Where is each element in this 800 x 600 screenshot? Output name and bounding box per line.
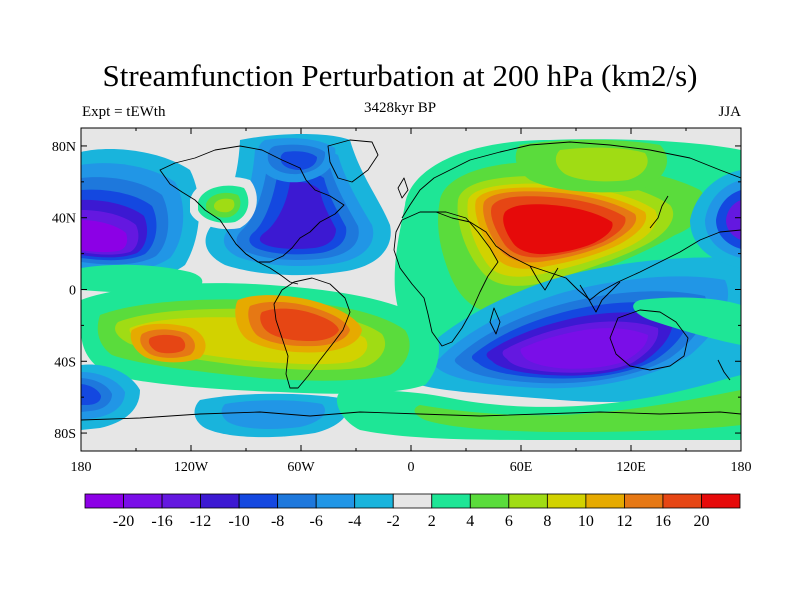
colorbar-swatch (701, 493, 741, 509)
colorbar-swatch (200, 493, 240, 509)
coast-africa (393, 211, 499, 347)
colorbar: -20 -16 -12 -10 -8 -6 -4 -2 2 4 6 8 10 12 16 20 (84, 493, 741, 530)
coast-india (529, 265, 559, 291)
coast-greenland (327, 139, 379, 183)
coast-australia (609, 309, 689, 371)
colorbar-label: -10 (228, 513, 249, 530)
x-tick-label: 60E (510, 460, 533, 475)
coast-madagascar (489, 307, 501, 335)
coast-southeast-asia (579, 281, 621, 313)
axis-labels: 180 120W 60W 0 60E 120E 180 80N 40N 0 40S 80S (52, 140, 752, 475)
colorbar-label: -12 (190, 513, 211, 530)
southern-ocean-band-inner (414, 390, 741, 432)
colorbar-swatch (469, 493, 510, 509)
southern-lows-contours (81, 364, 347, 438)
period-label: 3428kyr BP (363, 100, 437, 116)
colorbar-label: -16 (151, 513, 172, 530)
y-tick-label: 80N (52, 140, 76, 155)
colorbar-swatch (662, 493, 702, 509)
x-tick-label: 120E (616, 460, 646, 475)
y-tick-label: 0 (69, 284, 76, 299)
y-tick-label: 80S (54, 427, 76, 442)
colorbar-label: 16 (655, 513, 671, 530)
coast-antarctica (81, 411, 741, 421)
colorbar-swatch (84, 493, 124, 509)
colorbar-swatch (354, 493, 394, 509)
x-tick-label: 180 (731, 460, 752, 475)
colorbar-label: -4 (348, 513, 361, 530)
coast-eurasia (401, 141, 741, 301)
colorbar-swatch (123, 493, 163, 509)
axis-ticks (80, 128, 742, 451)
colorbar-swatch (277, 493, 317, 509)
coastlines (81, 139, 741, 421)
y-tick-label: 40N (52, 212, 76, 227)
colorbar-label: -6 (310, 513, 323, 530)
colorbar-label: 4 (466, 513, 474, 530)
experiment-label: Expt = tEWth (82, 104, 166, 120)
north-pacific-low-contours (81, 149, 200, 282)
coast-north-america (159, 145, 345, 263)
colorbar-swatch (161, 493, 201, 509)
colorbar-swatch (315, 493, 356, 509)
colorbar-swatch (624, 493, 664, 509)
colorbar-label: 12 (616, 513, 632, 530)
colorbar-label: 6 (505, 513, 513, 530)
colorbar-swatch (392, 493, 433, 509)
colorbar-swatch (546, 493, 587, 509)
colorbar-swatch (431, 493, 471, 509)
colorbar-swatch (238, 493, 279, 509)
colorbar-label: -20 (113, 513, 134, 530)
coast-central-america (245, 253, 299, 285)
chart-title: Streamfunction Perturbation at 200 hPa (… (102, 58, 698, 93)
x-tick-label: 120W (174, 460, 209, 475)
colorbar-label: 2 (428, 513, 436, 530)
colorbar-label: 8 (543, 513, 551, 530)
x-tick-label: 60W (287, 460, 315, 475)
x-tick-label: 180 (71, 460, 92, 475)
x-tick-label: 0 (408, 460, 415, 475)
colorbar-label: -8 (271, 513, 284, 530)
siberia-high-contours (515, 139, 668, 193)
colorbar-label: 20 (693, 513, 709, 530)
central-asia-high-contours (394, 139, 741, 368)
colorbar-swatch (585, 493, 625, 509)
coast-south-america (273, 277, 351, 389)
tropical-streak (81, 264, 203, 293)
colorbar-label: 10 (578, 513, 594, 530)
coast-new-zealand (717, 359, 731, 381)
west-pacific-low-contours (690, 170, 741, 268)
east-pacific-band (633, 297, 741, 345)
colorbar-swatch (508, 493, 548, 509)
coast-japan (649, 195, 669, 229)
coast-uk (397, 177, 409, 199)
y-tick-label: 40S (54, 355, 76, 370)
north-atlantic-low-contours (205, 134, 391, 276)
hudson-low-contours (257, 138, 336, 183)
season-label: JJA (718, 104, 741, 120)
colorbar-label: -2 (387, 513, 400, 530)
